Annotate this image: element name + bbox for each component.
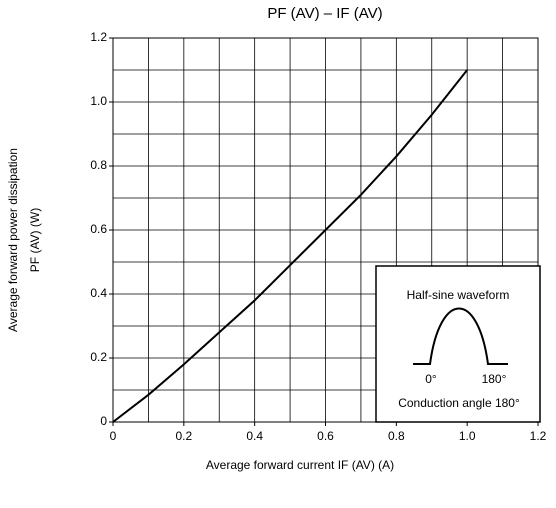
y-tick-label: 0.4 bbox=[90, 286, 107, 300]
chart-title: PF (AV) – IF (AV) bbox=[267, 5, 382, 22]
y-tick-label: 0.2 bbox=[90, 350, 107, 364]
plot-frame bbox=[112, 37, 539, 423]
y-tick-label: 0.6 bbox=[90, 222, 107, 236]
inset-end: 180° bbox=[482, 372, 507, 386]
data-line bbox=[112, 69, 468, 423]
x-tick-label: 0.2 bbox=[175, 429, 192, 443]
x-tick-label: 1.2 bbox=[530, 429, 547, 443]
inset-title: Half-sine waveform bbox=[407, 288, 510, 302]
y-tick-label: 0 bbox=[100, 414, 107, 428]
x-tick-label: 0.4 bbox=[246, 429, 263, 443]
x-tick-label: 0.8 bbox=[388, 429, 405, 443]
x-axis-label: Average forward current IF (AV) (A) bbox=[206, 458, 394, 472]
y-axis-label: PF (AV) (W) bbox=[28, 208, 42, 272]
x-tick-label: 1.0 bbox=[459, 429, 476, 443]
x-tick-label: 0 bbox=[110, 429, 117, 443]
y-axis-label: Average forward power dissipation bbox=[6, 148, 20, 332]
x-tick-label: 0.6 bbox=[317, 429, 334, 443]
y-tick-label: 1.0 bbox=[90, 94, 107, 108]
inset-box bbox=[375, 265, 541, 423]
waveform bbox=[413, 307, 508, 365]
y-tick-label: 0.8 bbox=[90, 158, 107, 172]
inset-start: 0° bbox=[425, 372, 437, 386]
inset-caption: Conduction angle 180° bbox=[398, 396, 520, 410]
y-tick-label: 1.2 bbox=[90, 30, 107, 44]
